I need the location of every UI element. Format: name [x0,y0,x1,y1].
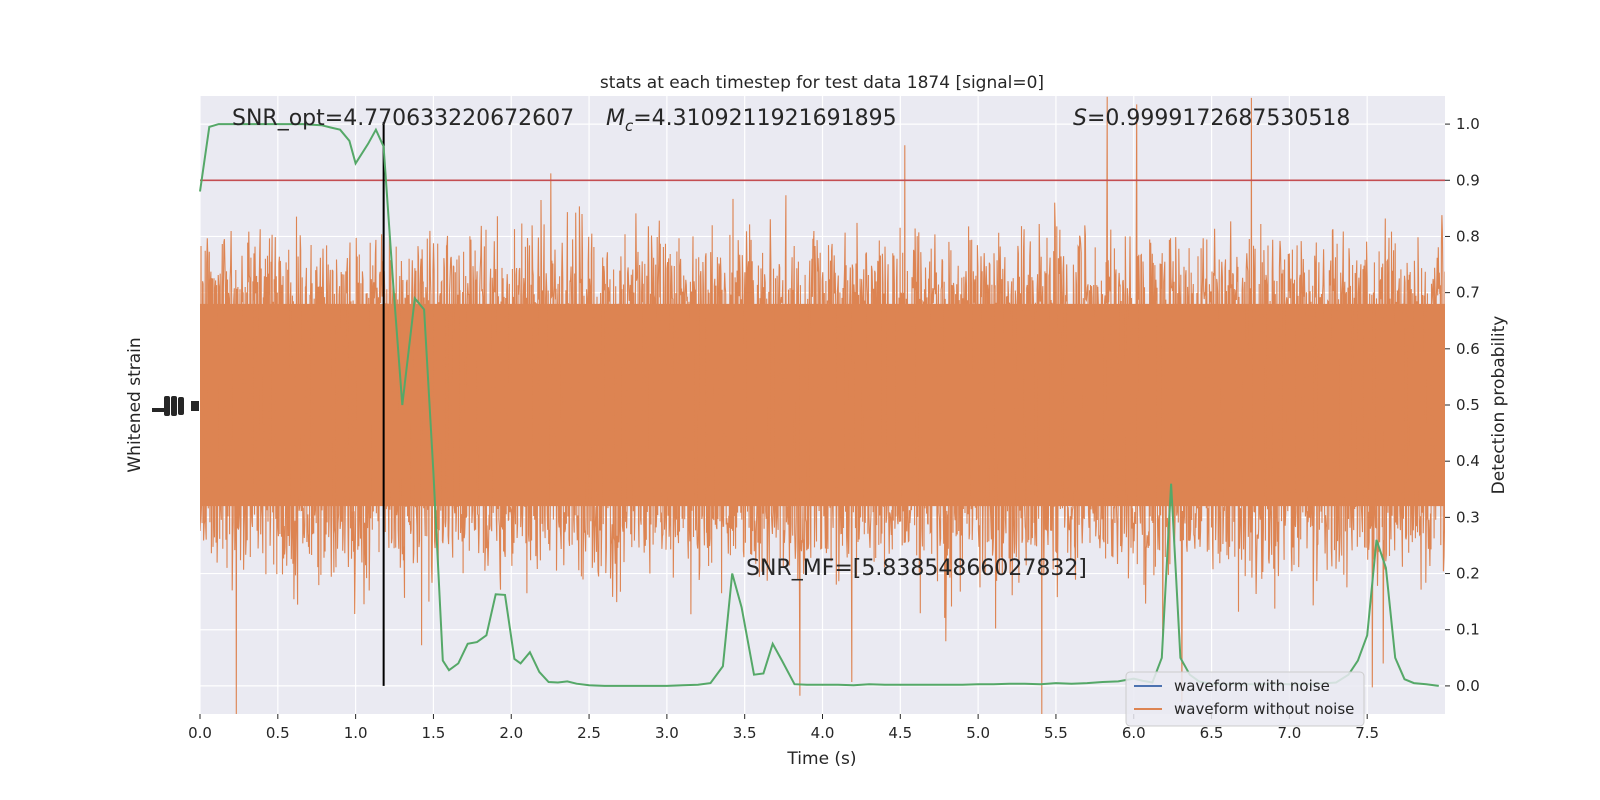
x-tick-label: 4.0 [811,724,835,742]
chirp-mass-annotation: Mc=4.3109211921691895 [606,106,897,135]
snr-opt-annotation: SNR_opt=4.770633220672607 [232,106,574,131]
x-tick-label: 0.0 [188,724,212,742]
x-axis-label: Time (s) [786,749,856,769]
x-tick-label: 2.0 [499,724,523,742]
x-tick-label: 3.5 [733,724,757,742]
legend: waveform with noise waveform without noi… [1125,671,1365,727]
y-tick-label: 0.1 [1456,621,1480,639]
x-tick-label: 1.0 [344,724,368,742]
x-axis-ticks: 0.0 0.5 1.0 1.5 2.0 2.5 3.0 3.5 4.0 4.5 5.0 5.5 6.0 6… [188,714,1379,742]
y-tick-label: 0.5 [1456,396,1480,414]
x-tick-label: 3.0 [655,724,679,742]
left-axis-tick-marks [152,396,199,416]
x-tick-label: 6.5 [1200,724,1224,742]
y-axis-right-label: Detection probability [1489,316,1509,495]
legend-label-with-noise: waveform with noise [1174,677,1330,695]
y-tick-label: 0.7 [1456,284,1480,302]
y-tick-label: 0.4 [1456,452,1480,470]
y-axis-left-label: Whitened strain [125,337,145,472]
y-tick-label: 0.3 [1456,508,1480,526]
x-tick-label: 5.5 [1044,724,1068,742]
x-tick-label: 6.0 [1122,724,1146,742]
x-tick-label: 1.5 [422,724,446,742]
y-axis-right-ticks: 0.0 0.1 0.2 0.3 0.4 0.5 0.6 0.7 0.8 0.9 1.0 [1445,115,1480,695]
chart-title: stats at each timestep for test data 187… [600,73,1044,93]
snr-mf-annotation: SNR_MF=[5.83854866027832] [746,556,1087,581]
x-tick-label: 5.0 [966,724,990,742]
x-tick-label: 7.0 [1277,724,1301,742]
x-tick-label: 2.5 [577,724,601,742]
x-tick-label: 0.5 [266,724,290,742]
y-tick-label: 0.9 [1456,171,1480,189]
y-tick-label: 0.8 [1456,227,1480,245]
legend-label-without-noise: waveform without noise [1174,700,1354,718]
x-tick-label: 7.5 [1355,724,1379,742]
legend-box [1125,671,1365,727]
y-tick-label: 0.6 [1456,340,1480,358]
y-tick-label: 0.2 [1456,565,1480,583]
y-tick-label: 1.0 [1456,115,1480,133]
s-annotation: S=0.9999172687530518 [1073,106,1350,131]
y-tick-label: 0.0 [1456,677,1480,695]
x-tick-label: 4.5 [888,724,912,742]
waveform-without-noise-series [200,96,1445,714]
